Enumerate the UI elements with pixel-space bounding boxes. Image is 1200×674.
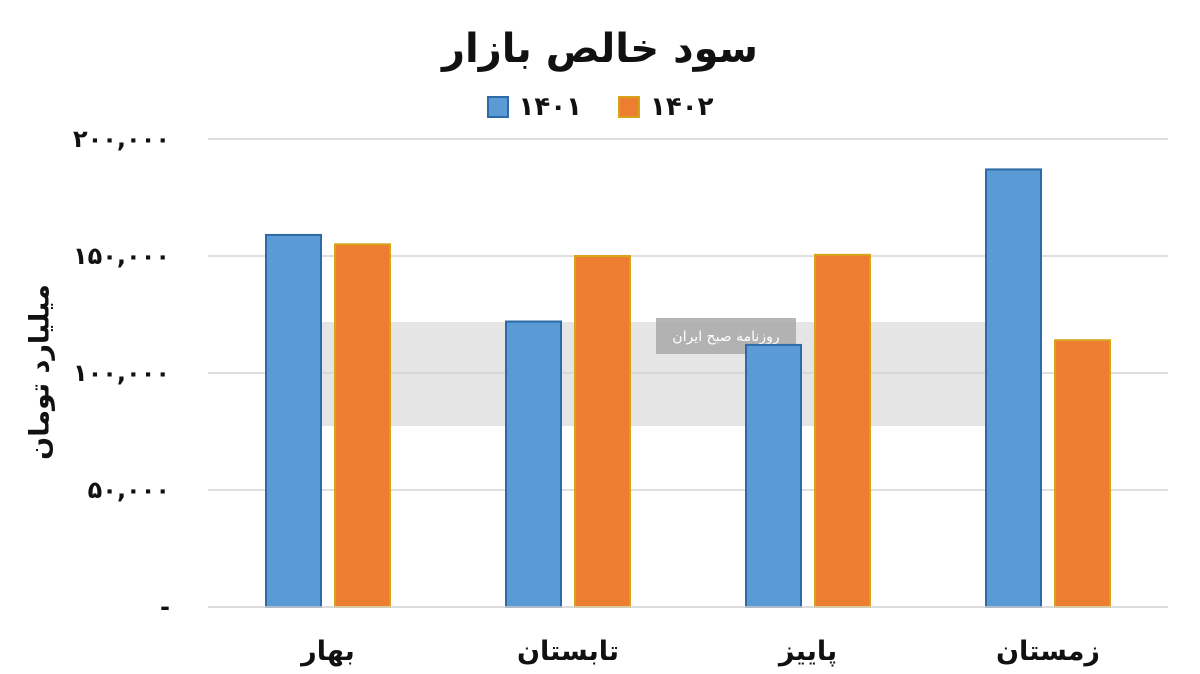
watermark: روزنامه صبح ایران <box>278 318 1008 426</box>
y-tick-label: ۲۰۰,۰۰۰ <box>73 125 170 153</box>
bar-1-1 <box>574 255 631 608</box>
x-category-label: بهار <box>299 636 355 667</box>
legend-label-1401: ۱۴۰۱ <box>518 92 582 122</box>
y-tick-label: ۱۰۰,۰۰۰ <box>73 359 170 387</box>
y-tick-label: ۵۰,۰۰۰ <box>88 476 170 504</box>
y-tick-label: - <box>160 593 170 621</box>
legend: ۱۴۰۱ ۱۴۰۲ <box>0 92 1200 122</box>
bar-0-3 <box>985 168 1042 608</box>
bar-0-1 <box>505 320 562 608</box>
legend-item-1402: ۱۴۰۲ <box>618 92 713 122</box>
bar-1-2 <box>814 253 871 609</box>
legend-swatch-1402 <box>618 96 640 118</box>
legend-label-1402: ۱۴۰۲ <box>650 92 714 122</box>
y-tick-label: ۱۵۰,۰۰۰ <box>73 242 170 270</box>
chart-title: سود خالص بازار <box>441 26 759 72</box>
legend-swatch-1401 <box>486 96 509 118</box>
bar-1-0 <box>334 243 391 609</box>
x-category-label: تابستان <box>517 636 619 667</box>
x-category-label: زمستان <box>996 636 1100 667</box>
watermark-band <box>278 322 1008 426</box>
bar-0-0 <box>265 233 322 608</box>
legend-item-1401: ۱۴۰۱ <box>486 92 582 122</box>
x-category-label: پاییز <box>777 636 837 667</box>
watermark-text: روزنامه صبح ایران <box>672 329 779 345</box>
bar-1-3 <box>1054 339 1111 608</box>
bar-0-2 <box>745 343 802 608</box>
